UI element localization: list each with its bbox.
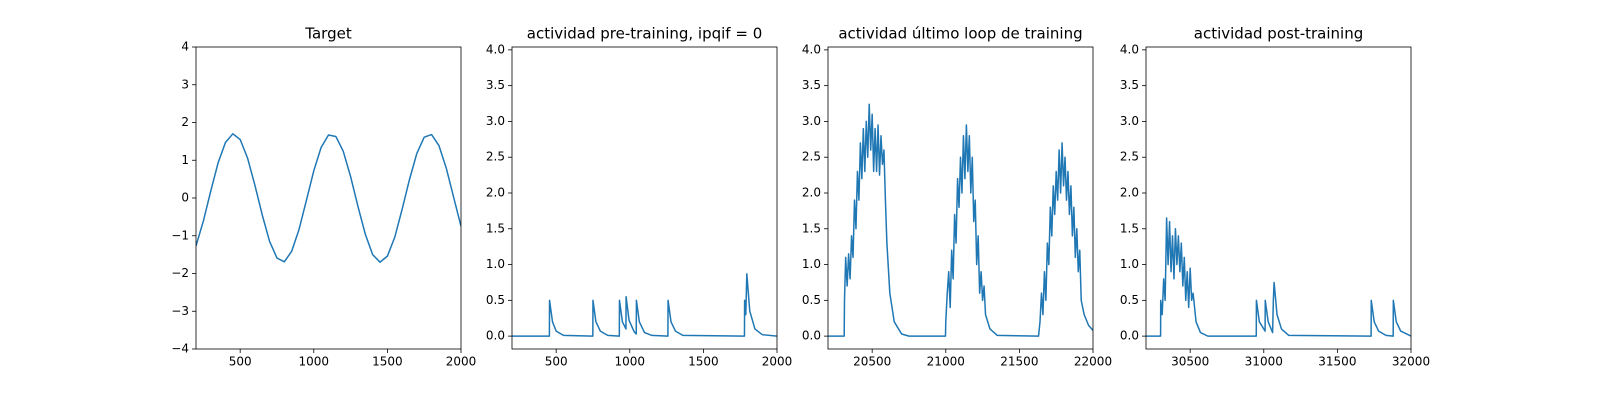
y-tick-label: 4 (181, 40, 189, 54)
x-tick-label: 500 (229, 355, 252, 369)
y-tick-label: 0.0 (802, 329, 821, 343)
x-tick-label: 31500 (1318, 355, 1356, 369)
y-tick-label: 1.0 (802, 257, 821, 271)
y-tick-label: 2.0 (1120, 185, 1139, 199)
line-series (196, 133, 461, 263)
x-tick-label: 21000 (927, 355, 965, 369)
y-tick-label: 0 (181, 191, 189, 205)
y-tick-label: 0.5 (1120, 293, 1139, 307)
x-tick-label: 31000 (1245, 355, 1283, 369)
y-tick-label: 1.0 (486, 257, 505, 271)
y-tick-label: 2.0 (486, 185, 505, 199)
subplot-title: actividad último loop de training (838, 25, 1082, 43)
y-tick-label: 0.0 (486, 329, 505, 343)
y-tick-label: 2 (181, 115, 189, 129)
y-tick-label: 3.5 (486, 78, 505, 92)
x-tick-label: 2000 (446, 355, 477, 369)
y-tick-label: 0.0 (1120, 329, 1139, 343)
x-tick-label: 30500 (1171, 355, 1209, 369)
y-tick-label: 3 (181, 77, 189, 91)
x-tick-label: 20500 (853, 355, 891, 369)
y-tick-label: 3.5 (1120, 78, 1139, 92)
x-tick-label: 500 (545, 355, 568, 369)
y-tick-label: 4.0 (1120, 42, 1139, 56)
x-tick-label: 32000 (1392, 355, 1430, 369)
y-tick-label: −1 (171, 228, 189, 242)
y-tick-label: 1.5 (486, 221, 505, 235)
y-tick-label: 0.5 (486, 293, 505, 307)
line-series (1146, 217, 1411, 337)
x-tick-label: 1000 (615, 355, 646, 369)
y-tick-label: 3.5 (802, 78, 821, 92)
line-series (512, 273, 777, 337)
y-tick-label: 1.0 (1120, 257, 1139, 271)
axes-frame (827, 46, 1094, 350)
x-tick-label: 1500 (372, 355, 403, 369)
y-tick-label: 2.5 (1120, 150, 1139, 164)
y-tick-label: 3.0 (1120, 114, 1139, 128)
y-tick-label: 2.5 (802, 150, 821, 164)
x-tick-label: 21500 (1000, 355, 1038, 369)
y-tick-label: 1 (181, 153, 189, 167)
y-tick-label: 0.5 (802, 293, 821, 307)
y-tick-label: 2.5 (486, 150, 505, 164)
y-tick-label: 4.0 (486, 42, 505, 56)
subplot-title: actividad pre-training, ipqif = 0 (527, 25, 763, 43)
y-tick-label: 3.0 (486, 114, 505, 128)
subplot-title: Target (304, 25, 352, 43)
axes-frame (511, 46, 778, 350)
x-tick-label: 22000 (1074, 355, 1112, 369)
x-tick-label: 1000 (299, 355, 330, 369)
axes-frame (195, 46, 462, 350)
y-tick-label: 3.0 (802, 114, 821, 128)
y-tick-label: −2 (171, 266, 189, 280)
y-tick-label: −3 (171, 304, 189, 318)
axes-frame (1145, 46, 1412, 350)
x-tick-label: 2000 (762, 355, 793, 369)
y-tick-label: 1.5 (802, 221, 821, 235)
subplot-title: actividad post-training (1194, 25, 1363, 43)
y-tick-label: 1.5 (1120, 221, 1139, 235)
y-tick-label: 4.0 (802, 42, 821, 56)
y-tick-label: 2.0 (802, 185, 821, 199)
line-series (828, 103, 1093, 337)
y-tick-label: −4 (171, 342, 189, 356)
x-tick-label: 1500 (688, 355, 719, 369)
